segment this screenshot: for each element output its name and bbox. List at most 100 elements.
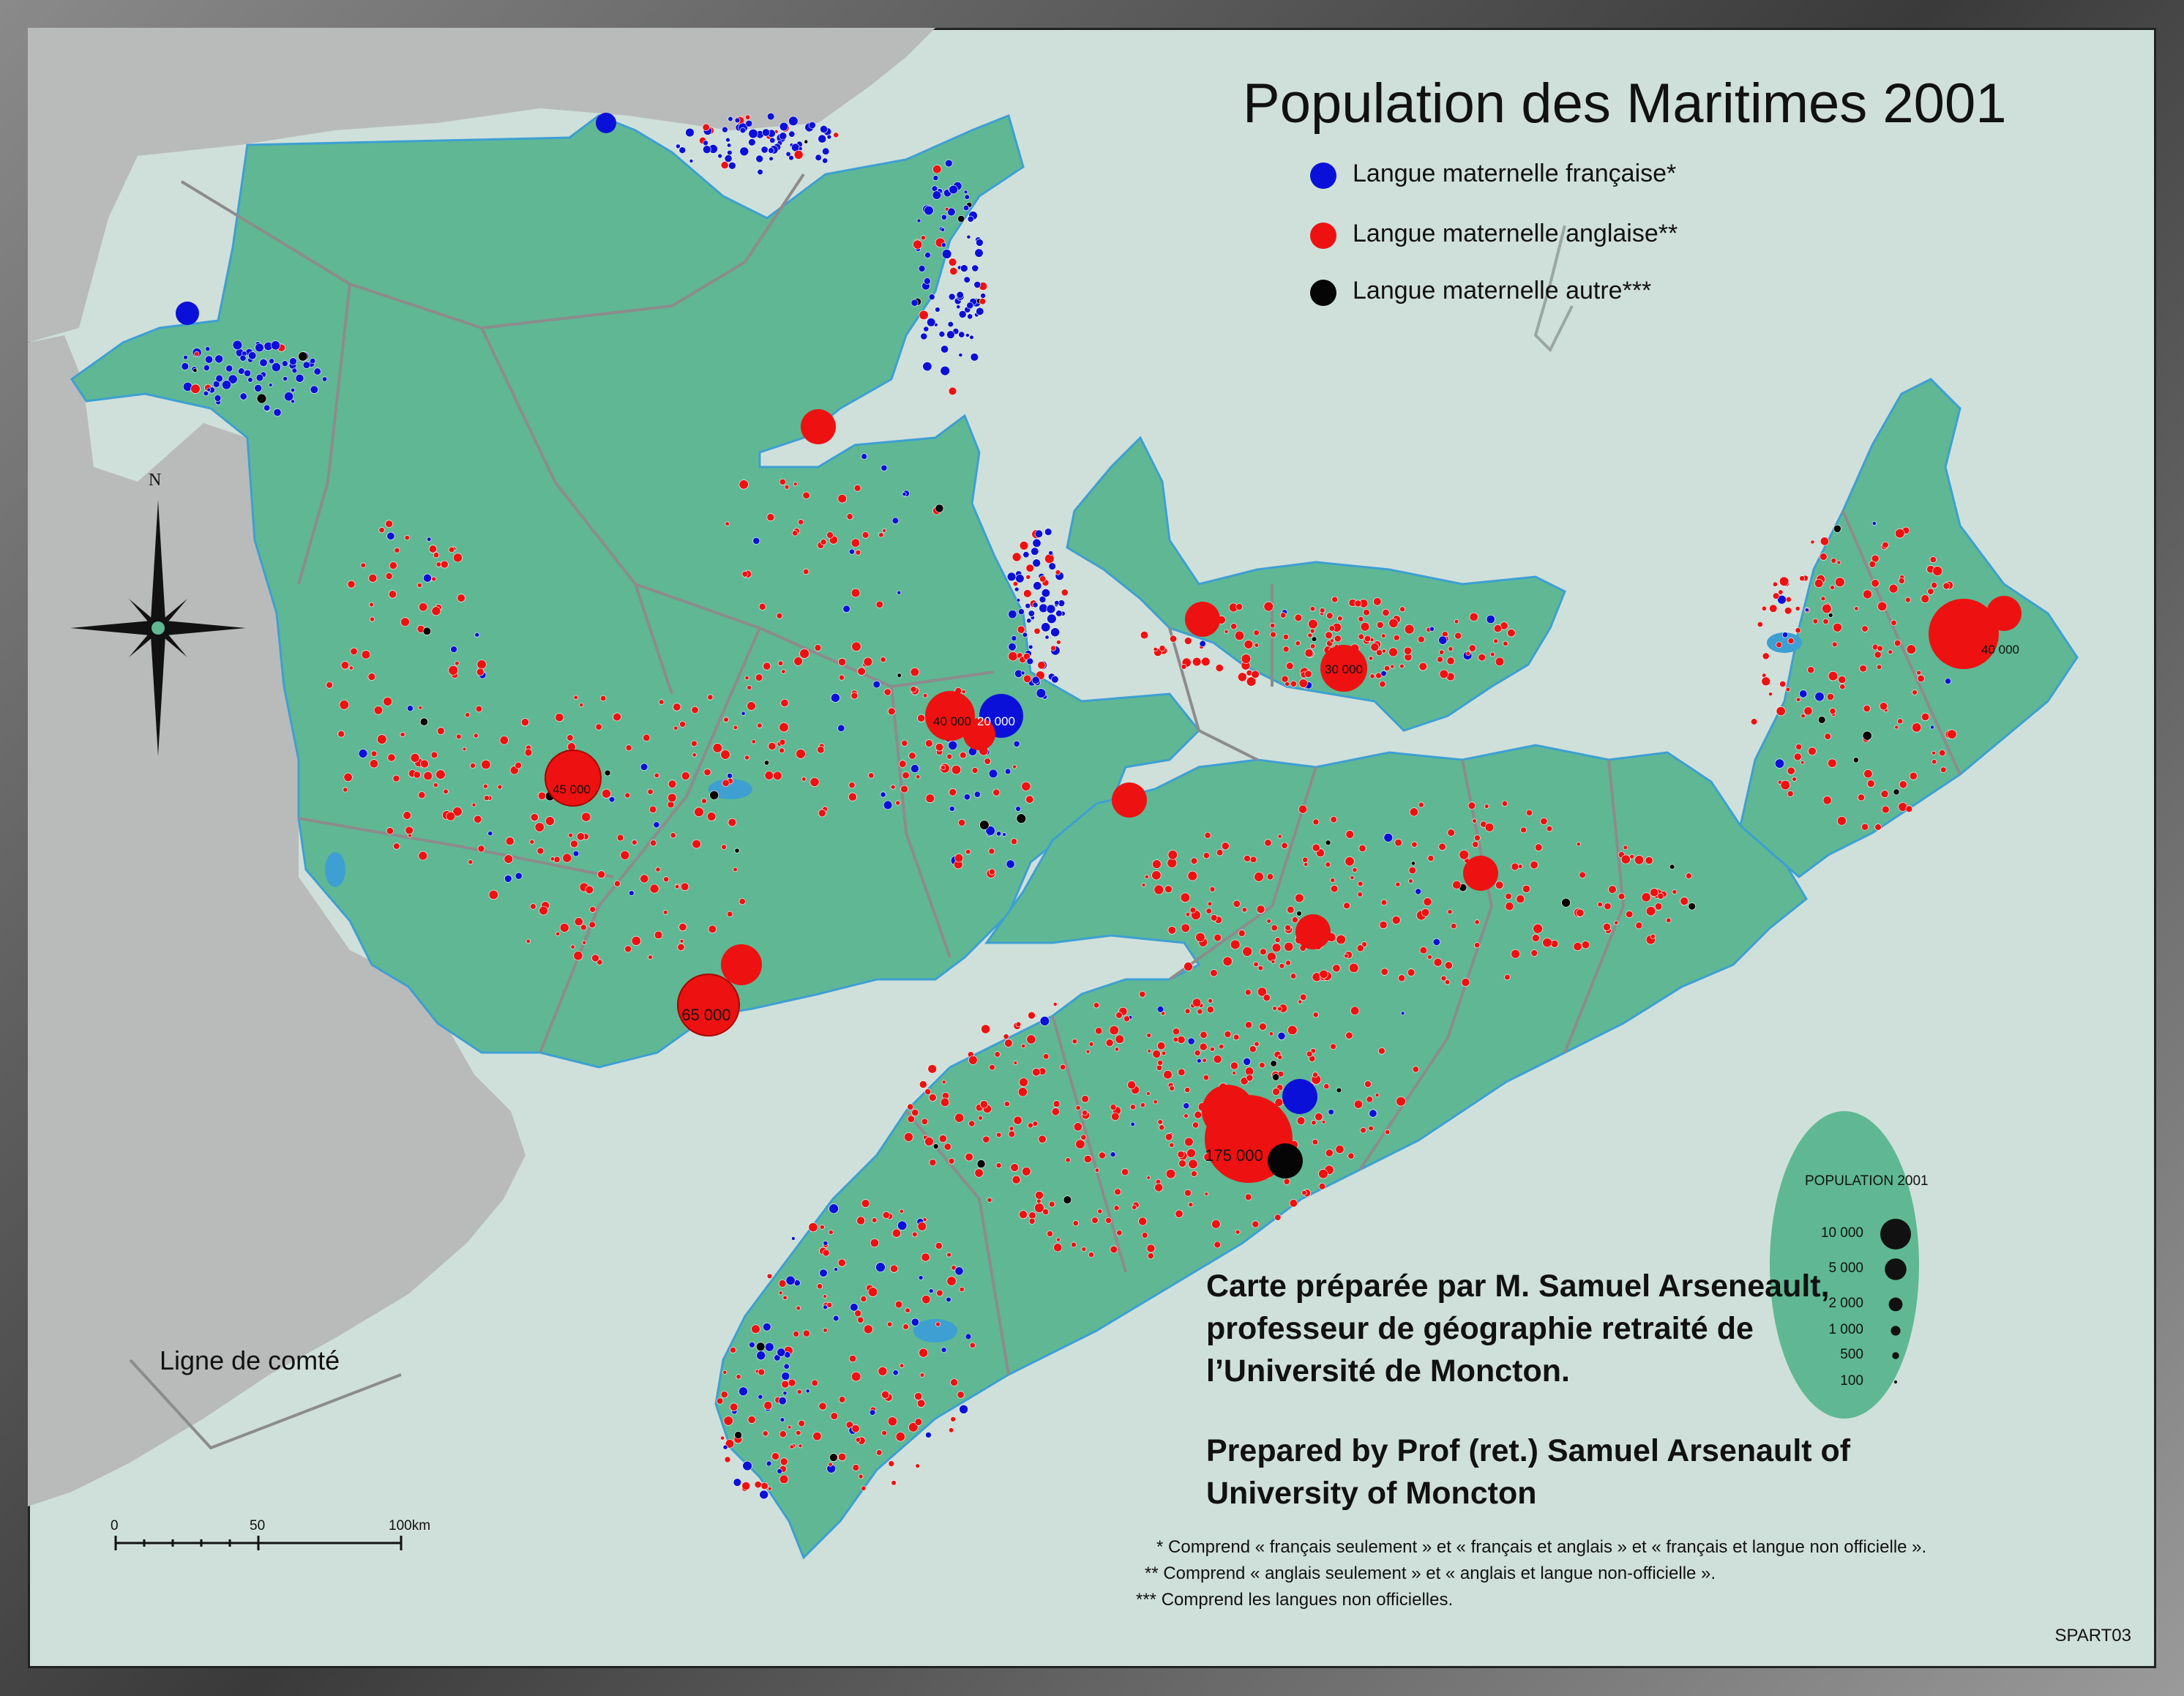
- population-dot: [1279, 612, 1287, 619]
- population-dot: [1259, 1023, 1267, 1031]
- population-dot: [945, 159, 953, 168]
- population-dot: [822, 157, 829, 164]
- population-dot: [1019, 1210, 1028, 1219]
- population-dot: [1680, 897, 1689, 905]
- population-dot: [271, 362, 281, 372]
- population-dot: [1318, 1183, 1326, 1190]
- population-dot: [850, 1303, 859, 1312]
- population-dot: [1830, 558, 1837, 564]
- population-dot: [703, 140, 708, 146]
- population-dot: [820, 125, 829, 134]
- population-dot: [757, 722, 763, 728]
- population-dot: [1331, 596, 1339, 603]
- population-dot: [1444, 979, 1451, 985]
- population-dot: [1447, 909, 1453, 915]
- population-dot: [1038, 1135, 1047, 1143]
- population-dot: [798, 1443, 803, 1449]
- footnote-2: ** Comprend « anglais seulement » et « a…: [1145, 1564, 1716, 1583]
- population-dot: [613, 712, 621, 722]
- population-dot: [808, 1222, 818, 1233]
- population-dot: [1022, 632, 1028, 638]
- population-dot: [946, 1276, 957, 1286]
- population-dot: [1213, 933, 1222, 942]
- population-dot: [1140, 1102, 1145, 1108]
- population-dot: [976, 1159, 986, 1168]
- population-dot: [726, 143, 732, 148]
- population-dot: [1192, 998, 1202, 1007]
- population-dot: [1190, 857, 1198, 864]
- population-dot: [1281, 675, 1289, 683]
- population-dot: [1400, 1011, 1405, 1016]
- city-circles: [176, 113, 2022, 1183]
- population-dot: [1604, 903, 1612, 911]
- population-dot: [1183, 962, 1193, 971]
- population-dot: [1947, 729, 1957, 739]
- population-dot: [1183, 1113, 1189, 1118]
- population-dot: [1931, 582, 1938, 589]
- population-dot: [733, 1478, 742, 1487]
- population-dot: [1895, 528, 1905, 539]
- population-dot: [423, 771, 433, 781]
- population-dot: [1034, 529, 1043, 538]
- population-dot: [214, 395, 222, 402]
- population-dot: [919, 1372, 925, 1378]
- population-dot: [1795, 606, 1800, 611]
- population-dot: [965, 848, 971, 855]
- population-dot: [899, 760, 907, 768]
- population-dot: [1332, 964, 1341, 973]
- population-dot: [855, 549, 861, 556]
- population-dot: [946, 1296, 951, 1303]
- population-dot: [1343, 902, 1350, 910]
- population-dot: [837, 493, 847, 504]
- population-dot: [1474, 834, 1481, 841]
- population-dot: [1146, 1033, 1152, 1038]
- population-dot: [1246, 1074, 1254, 1082]
- population-dot: [758, 1394, 763, 1400]
- population-dot: [1281, 842, 1288, 849]
- population-dot: [568, 832, 573, 838]
- map-title: Population des Maritimes 2001: [1243, 72, 2007, 135]
- population-dot: [1181, 664, 1187, 670]
- population-dot: [1375, 672, 1382, 679]
- quebec-land: [28, 28, 935, 343]
- population-dot: [914, 1418, 923, 1426]
- population-dot: [1287, 905, 1295, 914]
- population-dot: [1814, 692, 1825, 702]
- population-dot: [921, 1252, 930, 1262]
- population-dot: [1157, 1119, 1163, 1125]
- population-dot: [573, 951, 583, 961]
- population-dot: [904, 1132, 913, 1142]
- population-dot: [1056, 1237, 1061, 1242]
- population-dot: [760, 1482, 768, 1490]
- population-dot: [1097, 1209, 1103, 1214]
- population-dot: [1095, 1027, 1103, 1035]
- population-dot: [747, 1416, 756, 1424]
- population-dot: [788, 155, 794, 161]
- population-dot: [256, 393, 267, 404]
- population-dot: [916, 1399, 926, 1408]
- population-dot: [1330, 884, 1339, 893]
- population-dot: [1116, 1230, 1123, 1236]
- population-dot: [1312, 1138, 1319, 1146]
- population-dot: [754, 1481, 762, 1489]
- population-dot: [1650, 888, 1658, 897]
- population-dot: [837, 1452, 847, 1461]
- population-dot: [1169, 1086, 1175, 1091]
- population-dot: [748, 138, 756, 146]
- population-dot: [799, 649, 809, 659]
- population-dot: [452, 807, 463, 817]
- population-dot: [435, 769, 446, 780]
- population-dot: [914, 1392, 923, 1401]
- population-dot: [1039, 1016, 1050, 1026]
- population-dot: [1869, 561, 1877, 568]
- population-dot: [574, 917, 583, 927]
- population-dot: [782, 1391, 788, 1396]
- population-dot: [925, 793, 935, 803]
- population-dot: [1779, 576, 1790, 586]
- population-dot: [950, 1416, 956, 1422]
- population-dot: [1325, 1148, 1334, 1157]
- population-dot: [1204, 832, 1211, 839]
- population-dot: [572, 850, 580, 857]
- population-dot: [976, 307, 984, 316]
- population-dot: [1358, 616, 1364, 622]
